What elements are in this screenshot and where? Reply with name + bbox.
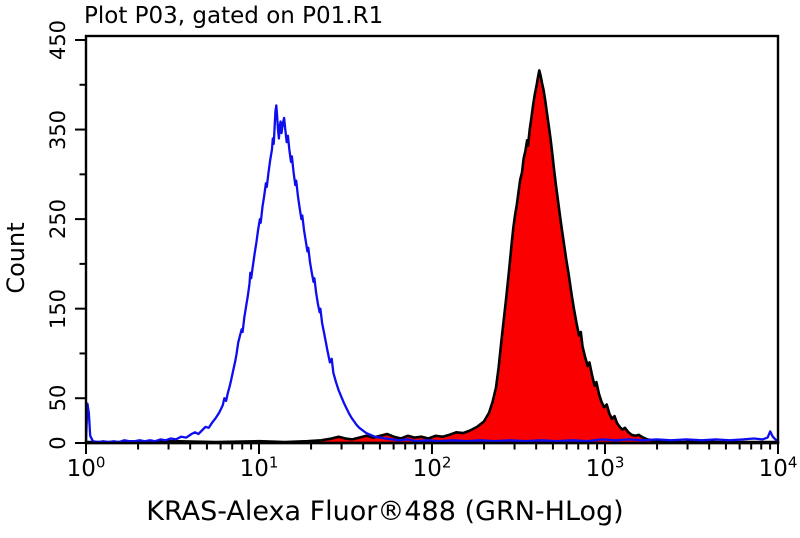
histogram-kras-stained-filled-histogram <box>84 69 780 445</box>
ticks-group <box>75 39 779 454</box>
histogram-control-open-histogram <box>84 104 780 444</box>
plot-border <box>84 34 780 445</box>
curves-group <box>84 69 780 445</box>
